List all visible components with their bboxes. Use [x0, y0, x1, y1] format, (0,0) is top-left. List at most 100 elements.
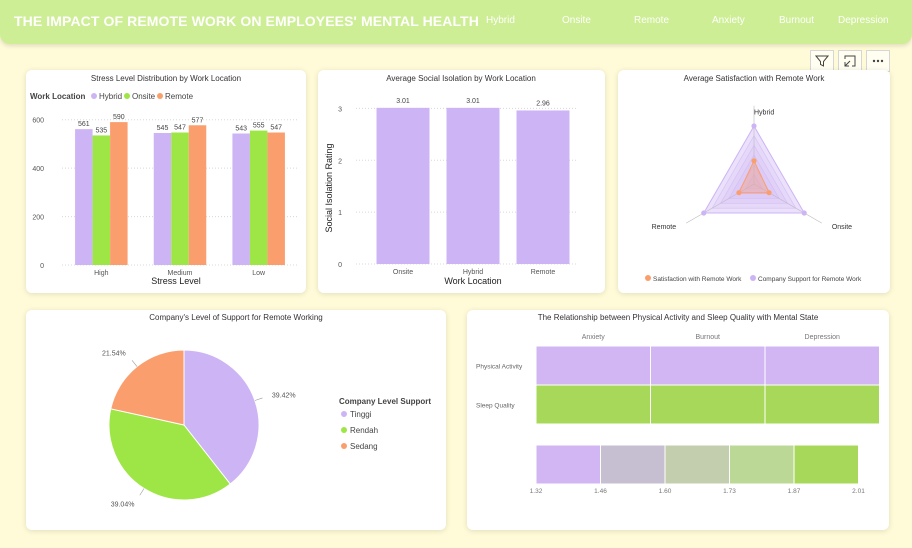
legend-item[interactable]: Rendah — [350, 426, 378, 435]
bar[interactable] — [267, 132, 285, 265]
radar-axis-label: Onsite — [832, 224, 852, 231]
y-tick-label: 400 — [32, 166, 44, 173]
heatmap-cell[interactable] — [764, 345, 880, 386]
bar[interactable] — [232, 133, 250, 265]
y-tick-label: 200 — [32, 215, 44, 222]
focus-mode-icon — [844, 55, 856, 67]
data-label: 547 — [270, 125, 282, 132]
column-header: Depression — [805, 334, 841, 341]
y-tick-label: 2 — [338, 158, 342, 165]
bar[interactable] — [376, 107, 430, 264]
nav-onsite[interactable]: Onsite — [562, 15, 591, 26]
gradient-legend-band — [664, 444, 730, 485]
y-tick-label: 0 — [338, 262, 342, 269]
pie-slice[interactable] — [108, 408, 231, 501]
stress-level-chart: Stress Level Distribution by Work Locati… — [30, 74, 298, 286]
heatmap-cell[interactable] — [764, 384, 880, 425]
gradient-tick-label: 1.87 — [788, 488, 801, 495]
bar[interactable] — [249, 130, 268, 265]
support-pie-card: Company's Level of Support for Remote Wo… — [26, 310, 446, 530]
legend-item[interactable]: Satisfaction with Remote Work — [653, 276, 742, 283]
gradient-legend-band — [729, 444, 795, 485]
data-label: 590 — [113, 114, 125, 121]
gradient-tick-label: 1.60 — [659, 488, 672, 495]
focus-mode-button[interactable] — [838, 50, 862, 72]
gradient-legend-band — [535, 444, 601, 485]
heatmap-cell[interactable] — [535, 384, 651, 425]
legend-item[interactable]: Tinggi — [350, 410, 372, 419]
legend-title: Company Level Support — [339, 397, 431, 406]
page-title: THE IMPACT OF REMOTE WORK ON EMPLOYEES' … — [14, 13, 479, 29]
gradient-legend-band — [793, 444, 859, 485]
data-label: 39.04% — [111, 502, 135, 509]
chart-title: Company's Level of Support for Remote Wo… — [149, 313, 322, 322]
header-bar: THE IMPACT OF REMOTE WORK ON EMPLOYEES' … — [0, 0, 912, 44]
filter-button[interactable] — [810, 50, 834, 72]
radar-point[interactable] — [701, 210, 707, 216]
y-tick-label: 0 — [40, 263, 44, 270]
x-tick-label: Medium — [168, 270, 193, 277]
column-header: Burnout — [695, 334, 720, 341]
gradient-tick-label: 1.46 — [594, 488, 607, 495]
social-isolation-chart: Average Social Isolation by Work Locatio… — [324, 74, 578, 286]
legend: Hybrid Onsite Remote — [91, 92, 194, 101]
bar[interactable] — [153, 133, 172, 265]
bar[interactable] — [171, 132, 189, 265]
data-label: 547 — [174, 125, 186, 132]
pie-slice[interactable] — [183, 349, 260, 485]
heatmap-cell[interactable] — [535, 345, 651, 386]
x-tick-label: High — [94, 270, 109, 277]
data-label: 543 — [235, 125, 247, 132]
heatmap-cell[interactable] — [650, 384, 766, 425]
y-axis-title: Social Isolation Rating — [324, 143, 334, 232]
x-tick-label: Remote — [531, 269, 556, 276]
bar[interactable] — [446, 107, 500, 264]
nav-depression[interactable]: Depression — [838, 15, 889, 26]
radar-point[interactable] — [751, 158, 757, 164]
chart-title: Stress Level Distribution by Work Locati… — [91, 74, 241, 83]
legend-item[interactable]: Remote — [165, 92, 194, 101]
nav-remote[interactable]: Remote — [634, 15, 670, 26]
nav-burnout[interactable]: Burnout — [779, 15, 815, 26]
bar[interactable] — [75, 129, 93, 265]
gradient-tick-label: 1.32 — [530, 488, 543, 495]
isolation-chart-card: Average Social Isolation by Work Locatio… — [318, 70, 605, 293]
data-label: 545 — [157, 125, 169, 132]
bar[interactable] — [92, 135, 111, 265]
legend-marker — [341, 443, 347, 449]
x-tick-label: Hybrid — [463, 269, 483, 276]
activity-sleep-heatmap: The Relationship between Physical Activi… — [476, 313, 880, 495]
legend-marker — [341, 411, 347, 417]
nav-hybrid[interactable]: Hybrid — [486, 15, 515, 26]
bar[interactable] — [188, 125, 207, 265]
radar-axis-line — [753, 183, 822, 224]
data-label: 3.01 — [396, 98, 410, 105]
heatmap-card: The Relationship between Physical Activi… — [467, 310, 889, 530]
legend-marker — [91, 93, 97, 99]
row-header: Physical Activity — [476, 364, 523, 371]
radar-point[interactable] — [766, 190, 772, 196]
x-tick-label: Onsite — [393, 269, 413, 276]
heatmap-cell[interactable] — [650, 345, 766, 386]
support-pie-chart: Company's Level of Support for Remote Wo… — [102, 313, 431, 509]
radar-series-area[interactable] — [738, 159, 770, 194]
legend-marker — [124, 93, 130, 99]
x-axis-title: Work Location — [444, 276, 501, 286]
legend-item[interactable]: Sedang — [350, 442, 378, 451]
filter-icon — [815, 55, 829, 67]
bar[interactable] — [110, 122, 128, 265]
radar-point[interactable] — [751, 123, 757, 129]
legend-item[interactable]: Hybrid — [99, 92, 122, 101]
legend-title: Work Location — [30, 92, 86, 101]
radar-point[interactable] — [801, 210, 807, 216]
column-header: Anxiety — [582, 334, 605, 341]
legend-item[interactable]: Onsite — [132, 92, 156, 101]
satisfaction-radar-card: Average Satisfaction with Remote Work Hy… — [618, 70, 890, 293]
more-options-button[interactable] — [866, 50, 890, 72]
radar-series-area[interactable] — [702, 125, 806, 214]
legend-item[interactable]: Company Support for Remote Work — [758, 276, 862, 283]
radar-point[interactable] — [736, 190, 742, 196]
pie-slice[interactable] — [110, 349, 185, 426]
bar[interactable] — [516, 110, 570, 264]
nav-anxiety[interactable]: Anxiety — [712, 15, 745, 26]
